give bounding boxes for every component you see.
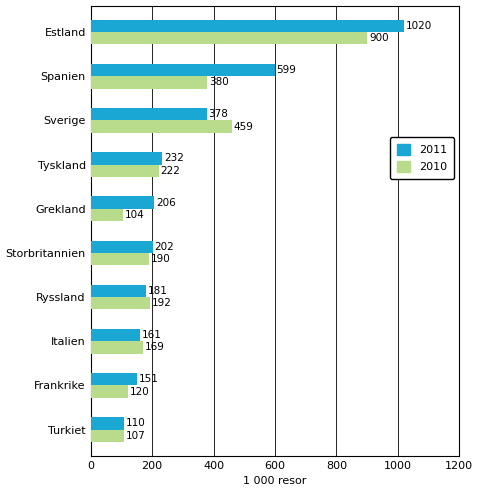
Text: 599: 599	[276, 65, 297, 75]
Bar	[91, 241, 153, 253]
Bar	[91, 297, 149, 309]
Text: 380: 380	[209, 77, 229, 88]
Bar	[91, 329, 140, 341]
Text: 169: 169	[145, 342, 164, 352]
Text: 1020: 1020	[406, 21, 432, 31]
Bar	[91, 417, 125, 430]
Bar	[91, 32, 367, 44]
Text: 120: 120	[129, 387, 149, 397]
Bar	[91, 196, 154, 209]
X-axis label: 1 000 resor: 1 000 resor	[243, 476, 307, 487]
Bar	[91, 164, 159, 177]
Bar	[91, 285, 146, 297]
Bar	[91, 20, 404, 32]
Text: 192: 192	[151, 298, 171, 308]
Text: 232: 232	[164, 154, 183, 163]
Text: 104: 104	[125, 210, 144, 220]
Legend: 2011, 2010: 2011, 2010	[390, 137, 454, 179]
Text: 202: 202	[155, 242, 174, 252]
Bar	[91, 373, 137, 385]
Text: 900: 900	[369, 33, 388, 43]
Bar	[91, 341, 143, 354]
Text: 222: 222	[161, 166, 181, 176]
Text: 206: 206	[156, 197, 176, 208]
Text: 190: 190	[151, 254, 171, 264]
Text: 161: 161	[142, 330, 162, 340]
Text: 459: 459	[234, 122, 253, 131]
Text: 110: 110	[126, 418, 146, 429]
Bar	[91, 430, 124, 442]
Bar	[91, 76, 207, 89]
Bar	[91, 121, 232, 133]
Text: 107: 107	[125, 430, 145, 441]
Text: 181: 181	[148, 286, 168, 296]
Text: 151: 151	[139, 374, 159, 384]
Bar	[91, 64, 275, 76]
Bar	[91, 253, 149, 265]
Bar	[91, 152, 162, 164]
Text: 378: 378	[209, 109, 228, 119]
Bar	[91, 385, 127, 398]
Bar	[91, 108, 207, 121]
Bar	[91, 209, 123, 221]
